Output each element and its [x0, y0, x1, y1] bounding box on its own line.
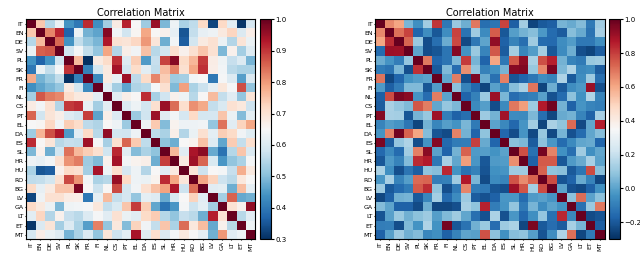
Title: Correlation Matrix: Correlation Matrix [97, 9, 184, 18]
Title: Correlation Matrix: Correlation Matrix [446, 9, 534, 18]
